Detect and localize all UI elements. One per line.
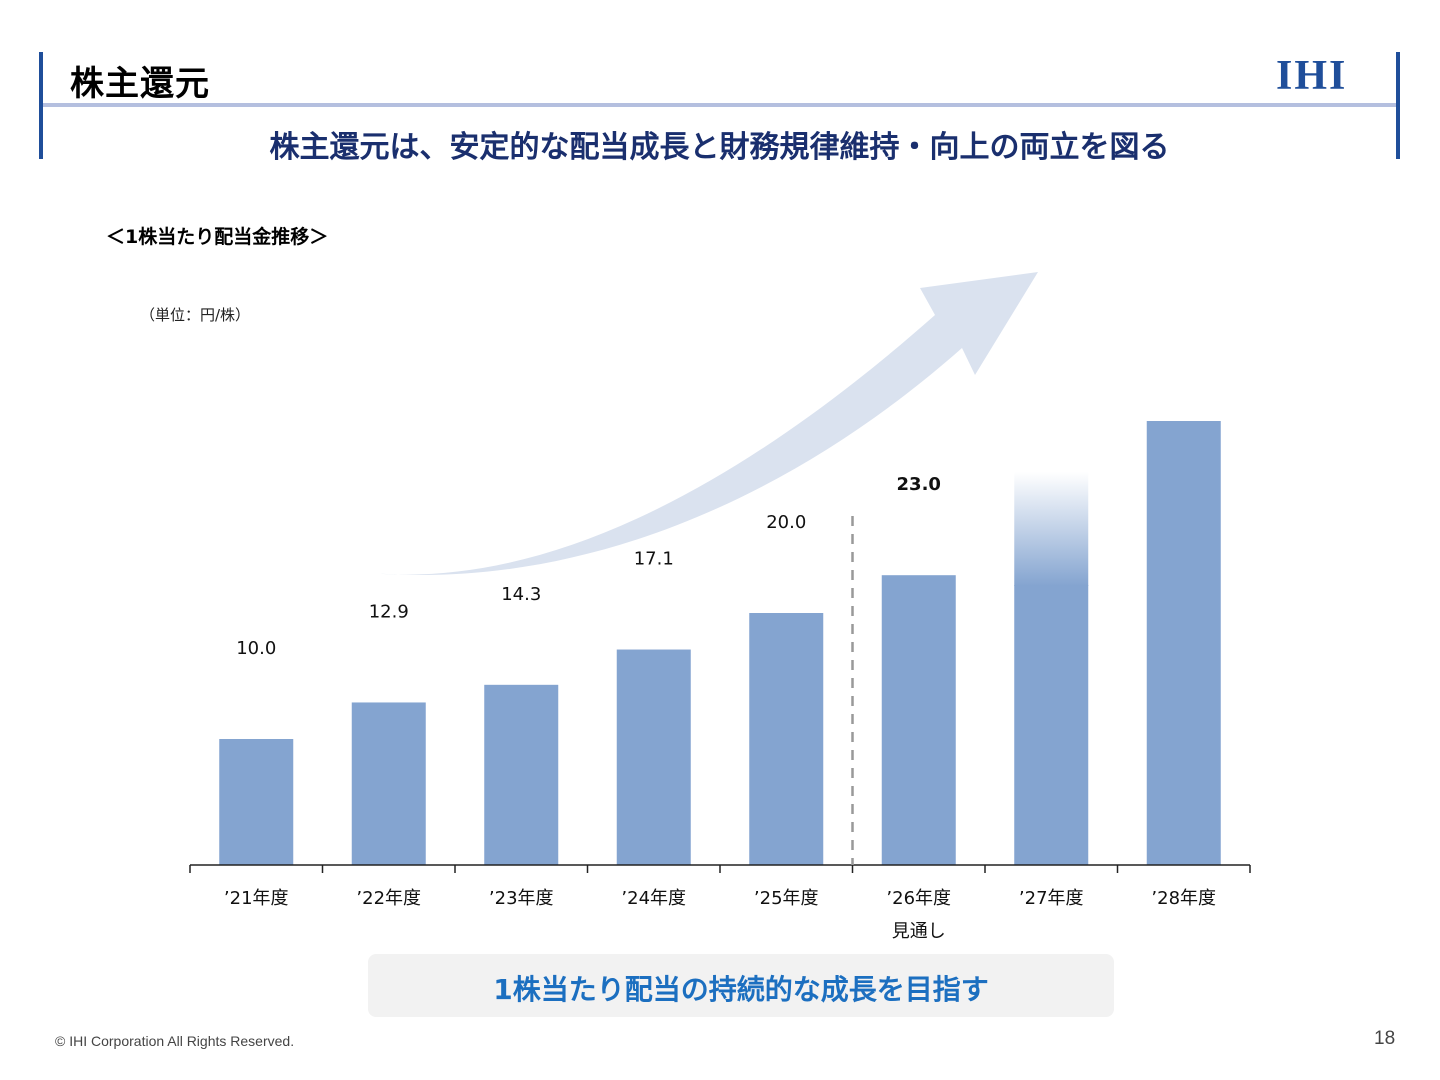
x-tick-label-8: ’28年度 — [1151, 888, 1216, 909]
unit-label: （単位：円/株） — [140, 306, 251, 324]
bar-6 — [881, 575, 956, 865]
ihi-logo: IHI — [1276, 53, 1348, 99]
header-divider — [43, 103, 1396, 107]
copyright-text: © IHI Corporation All Rights Reserved. — [55, 1033, 295, 1049]
bar-7-fade — [1014, 472, 1089, 586]
callout-text: 1株当たり配当の持続的な成長を目指す — [493, 973, 989, 1006]
bar-1 — [219, 739, 294, 865]
bar-5 — [749, 613, 824, 865]
page-title: 株主還元 — [70, 64, 210, 104]
bar-4 — [616, 649, 691, 865]
x-tick-label-2: ’22年度 — [356, 888, 421, 909]
value-label-4: 17.1 — [634, 549, 674, 570]
header-left-accent-bar — [39, 52, 43, 159]
value-label-3: 14.3 — [501, 584, 541, 605]
value-label-1: 10.0 — [236, 638, 276, 659]
bar-2 — [351, 702, 426, 865]
page-number: 18 — [1374, 1028, 1396, 1049]
value-label-2: 12.9 — [369, 601, 409, 622]
bar-3 — [484, 684, 559, 865]
chart-section-label: ＜1株当たり配当金推移＞ — [106, 226, 329, 248]
x-tick-label-1: ’21年度 — [224, 888, 289, 909]
value-label-6: 23.0 — [897, 474, 941, 495]
callout-box: 1株当たり配当の持続的な成長を目指す — [368, 954, 1114, 1017]
x-tick-label-3: ’23年度 — [489, 888, 554, 909]
x-tick-label-7: ’27年度 — [1019, 888, 1084, 909]
x-tick-label-6: ’26年度 — [886, 888, 951, 909]
x-tick-sublabel-6: 見通し — [892, 921, 946, 942]
x-tick-label-4: ’24年度 — [621, 888, 686, 909]
value-label-5: 20.0 — [766, 512, 806, 533]
x-tick-label-5: ’25年度 — [754, 888, 819, 909]
header-right-accent-bar — [1396, 52, 1400, 159]
growth-trend-arrow — [370, 272, 1038, 576]
bar-7 — [1014, 585, 1089, 865]
bar-8 — [1146, 421, 1221, 865]
headline: 株主還元は、安定的な配当成長と財務規律維持・向上の両立を図る — [269, 130, 1170, 165]
